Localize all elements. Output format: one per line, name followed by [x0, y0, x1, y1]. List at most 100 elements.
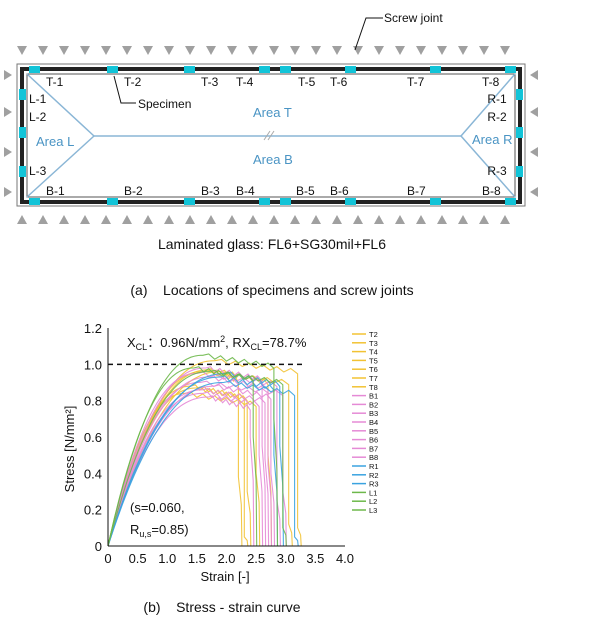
- support-triangle-bottom: [269, 215, 279, 224]
- specimen-marker-top: [259, 66, 270, 73]
- support-triangles: [4, 46, 538, 224]
- legend-label: L2: [369, 497, 377, 506]
- label-b6: B-6: [330, 184, 349, 198]
- panel-diagram: T-1 T-2 T-3 T-4 T-5 T-6 T-7 T-8 B-1 B-2 …: [4, 11, 538, 298]
- support-triangle-top: [59, 46, 69, 55]
- support-triangle-left: [4, 70, 12, 80]
- support-triangle-left: [4, 147, 12, 157]
- specimen-marker-bottom: [430, 198, 441, 205]
- x-tick-labels: 0 0.5 1.0 1.5 2.0 2.5 3.0 3.5 4.0: [104, 551, 354, 566]
- support-triangle-bottom: [374, 215, 384, 224]
- label-t8: T-8: [482, 75, 500, 89]
- support-triangle-top: [248, 46, 258, 55]
- y-tick-label: 0.6: [84, 430, 102, 445]
- x-tick-label: 0: [104, 551, 111, 566]
- support-triangle-bottom: [206, 215, 216, 224]
- label-l2: L-2: [29, 110, 47, 124]
- specimen-marker-top: [280, 66, 291, 73]
- support-triangle-right: [530, 70, 538, 80]
- support-triangle-top: [122, 46, 132, 55]
- support-triangle-bottom: [332, 215, 342, 224]
- specimen-marker-left: [19, 89, 26, 100]
- support-triangle-left: [4, 187, 12, 197]
- support-triangle-top: [164, 46, 174, 55]
- x-axis-label: Strain [-]: [200, 569, 249, 584]
- support-triangle-top: [38, 46, 48, 55]
- legend-label: T2: [369, 330, 378, 339]
- glass-caption: Laminated glass: FL6+SG30mil+FL6: [158, 236, 386, 252]
- stat-annotation-line1: (s=0.060,: [130, 500, 185, 515]
- y-tick-label: 0.8: [84, 394, 102, 409]
- y-tick-label: 0: [95, 539, 102, 554]
- legend-label: B2: [369, 400, 378, 409]
- support-triangle-top: [416, 46, 426, 55]
- specimen-marker-right: [516, 89, 523, 100]
- specimen-marker-bottom: [345, 198, 356, 205]
- support-triangle-top: [437, 46, 447, 55]
- specimen-marker-right: [516, 166, 523, 177]
- mid-hatch-marks: [263, 130, 275, 141]
- caption-b: (b) Stress - strain curve: [143, 599, 300, 615]
- legend-label: B1: [369, 392, 378, 401]
- support-triangle-bottom: [311, 215, 321, 224]
- label-l3: L-3: [29, 164, 47, 178]
- label-t7: T-7: [407, 75, 425, 89]
- support-triangle-top: [269, 46, 279, 55]
- support-triangle-top: [143, 46, 153, 55]
- label-t3: T-3: [201, 75, 219, 89]
- label-b5: B-5: [296, 184, 315, 198]
- label-t1: T-1: [46, 75, 64, 89]
- legend-label: L1: [369, 488, 377, 497]
- legend-label: B6: [369, 436, 378, 445]
- screw-joint-label: Screw joint: [384, 11, 443, 25]
- support-triangle-bottom: [395, 215, 405, 224]
- support-triangle-top: [290, 46, 300, 55]
- specimen-marker-bottom: [184, 198, 195, 205]
- area-r-label: Area R: [472, 132, 512, 147]
- x-tick-label: 4.0: [336, 551, 354, 566]
- y-axis-label: Stress [N/mm²]: [62, 406, 77, 493]
- legend-label: T8: [369, 383, 378, 392]
- legend-label: B8: [369, 453, 378, 462]
- specimen-marker-bottom: [280, 198, 291, 205]
- support-triangle-top: [185, 46, 195, 55]
- support-triangle-top: [101, 46, 111, 55]
- support-triangle-bottom: [458, 215, 468, 224]
- area-division-lines: [26, 73, 516, 198]
- support-triangle-bottom: [437, 215, 447, 224]
- support-triangle-top: [353, 46, 363, 55]
- specimen-marker-top: [107, 66, 118, 73]
- support-triangle-bottom: [143, 215, 153, 224]
- support-triangle-bottom: [248, 215, 258, 224]
- caption-a: (a) Locations of specimens and screw joi…: [130, 282, 413, 298]
- area-l-label: Area L: [36, 134, 74, 149]
- legend-label: L3: [369, 506, 377, 515]
- label-t6: T-6: [330, 75, 348, 89]
- label-b4: B-4: [236, 184, 255, 198]
- support-triangle-top: [479, 46, 489, 55]
- legend-label: T3: [369, 339, 378, 348]
- specimen-marker-top: [184, 66, 195, 73]
- support-triangle-bottom: [500, 215, 510, 224]
- specimen-marker-left: [19, 166, 26, 177]
- support-triangle-top: [80, 46, 90, 55]
- label-l1: L-1: [29, 92, 47, 106]
- legend-label: B3: [369, 409, 378, 418]
- legend-label: T5: [369, 356, 378, 365]
- support-triangle-top: [374, 46, 384, 55]
- legend-label: R2: [369, 471, 379, 480]
- specimen-marker-bottom: [505, 198, 516, 205]
- specimen-labels: T-1 T-2 T-3 T-4 T-5 T-6 T-7 T-8 B-1 B-2 …: [29, 75, 507, 198]
- specimen-marker-bottom: [29, 198, 40, 205]
- support-triangle-right: [530, 187, 538, 197]
- support-triangle-top: [500, 46, 510, 55]
- support-triangle-bottom: [353, 215, 363, 224]
- support-triangle-top: [227, 46, 237, 55]
- y-tick-label: 1.2: [84, 321, 102, 336]
- specimen-marker-top: [345, 66, 356, 73]
- curve-l3: [107, 369, 287, 547]
- support-triangle-bottom: [122, 215, 132, 224]
- screw-joint-callout: Screw joint: [354, 11, 443, 51]
- label-r1: R-1: [487, 92, 507, 106]
- label-b8: B-8: [482, 184, 501, 198]
